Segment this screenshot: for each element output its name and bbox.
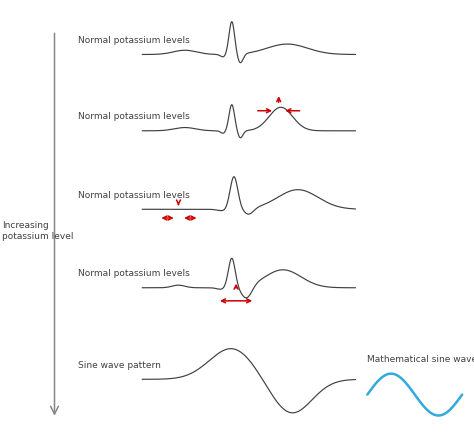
Text: Normal potassium levels: Normal potassium levels: [78, 112, 190, 121]
Text: Normal potassium levels: Normal potassium levels: [78, 191, 190, 200]
Text: Normal potassium levels: Normal potassium levels: [78, 36, 190, 45]
Text: Increasing
potassium level: Increasing potassium level: [2, 221, 74, 241]
Text: Mathematical sine wave: Mathematical sine wave: [367, 355, 474, 364]
Text: Normal potassium levels: Normal potassium levels: [78, 269, 190, 278]
Text: Sine wave pattern: Sine wave pattern: [78, 361, 161, 370]
